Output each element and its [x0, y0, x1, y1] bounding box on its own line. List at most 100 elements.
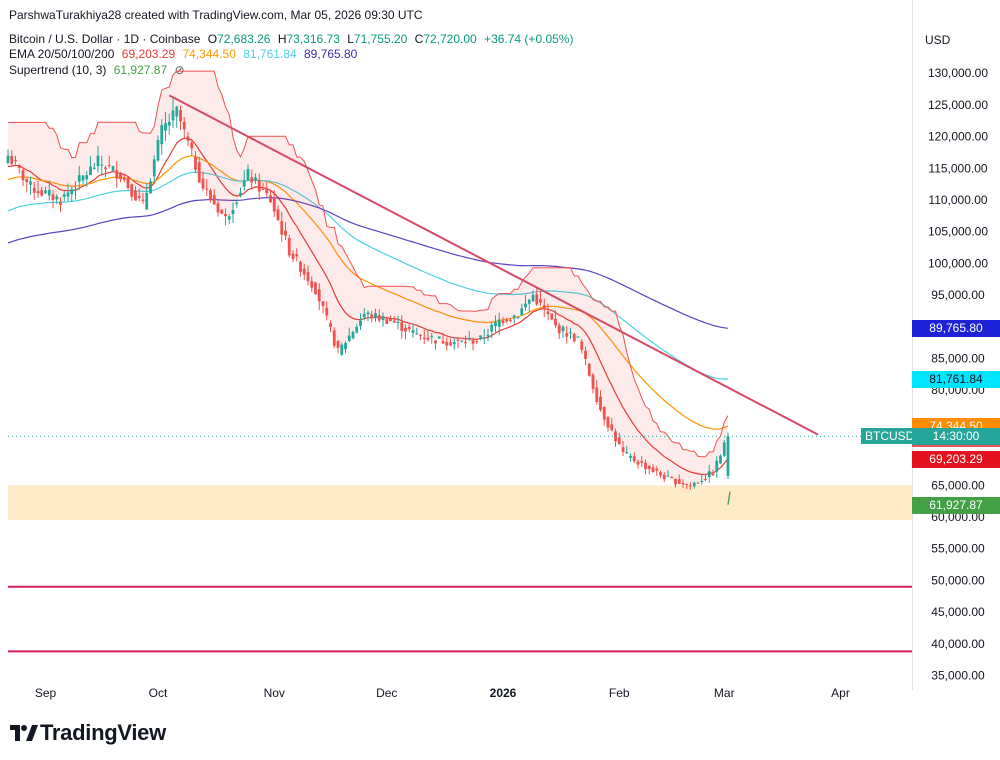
supertrend-line	[8, 70, 729, 458]
candle	[419, 334, 422, 336]
candle	[254, 177, 257, 181]
candle	[587, 363, 591, 376]
candle	[685, 484, 689, 486]
candle	[272, 197, 276, 212]
candle	[366, 312, 370, 315]
y-tick-label: 130,000.00	[928, 66, 988, 80]
attribution-text: ParshwaTurakhiya28 created with TradingV…	[9, 8, 423, 22]
candle	[291, 253, 295, 260]
candle	[467, 338, 471, 340]
candle	[55, 196, 59, 200]
candle	[381, 316, 385, 321]
candle	[666, 475, 670, 477]
y-tick-label: 100,000.00	[928, 256, 988, 270]
candle	[599, 396, 602, 411]
candle	[670, 476, 674, 478]
candle	[505, 320, 509, 322]
supertrend-legend[interactable]: Supertrend (10, 3) 61,927.87 ⊘	[9, 63, 189, 77]
candle	[119, 172, 122, 180]
candle	[696, 482, 700, 484]
candle	[407, 326, 411, 330]
candle	[104, 167, 107, 170]
y-tick-label: 105,000.00	[928, 225, 988, 239]
candle	[332, 330, 336, 346]
candle	[565, 333, 569, 337]
candle	[651, 467, 655, 473]
symbol-legend[interactable]: Bitcoin / U.S. Dollar · 1D · Coinbase O7…	[9, 32, 577, 46]
candle	[250, 177, 254, 183]
candle	[10, 156, 14, 165]
candle	[689, 485, 692, 487]
last-price-symbol-tag: BTCUSD	[861, 428, 919, 445]
candle	[482, 337, 486, 339]
candle	[550, 313, 554, 320]
price-chart[interactable]: 130,000.00 125,000.00 120,000.00 115,000.00…	[0, 0, 1000, 700]
ema-label[interactable]: EMA 20/50/100/200	[9, 47, 115, 61]
candle	[280, 221, 284, 235]
candle	[486, 334, 490, 337]
candle	[659, 472, 662, 476]
candle	[242, 180, 246, 187]
candle	[14, 160, 17, 162]
candle	[647, 465, 651, 470]
candle	[591, 374, 595, 389]
candle	[494, 321, 497, 327]
candle	[426, 337, 430, 340]
candle	[25, 179, 29, 183]
candle	[115, 170, 119, 179]
hidden-eye-icon[interactable]: ⊘	[174, 63, 185, 77]
supertrend-label[interactable]: Supertrend (10, 3)	[9, 63, 107, 77]
candle	[89, 166, 92, 176]
candle	[340, 344, 344, 355]
candle	[47, 190, 51, 196]
ema50-value: 74,344.50	[182, 47, 236, 61]
candle	[231, 209, 235, 215]
ema-legend[interactable]: EMA 20/50/100/200 69,203.29 74,344.50 81…	[9, 47, 361, 61]
candle	[167, 121, 171, 126]
candle	[359, 320, 362, 327]
candle	[141, 199, 145, 202]
ema100-value: 81,761.84	[243, 47, 297, 61]
candle	[17, 165, 21, 168]
candle	[329, 323, 332, 327]
x-tick-label: Feb	[609, 686, 630, 700]
candle	[302, 268, 306, 275]
attribution: ParshwaTurakhiya28 created with TradingV…	[9, 8, 427, 22]
candle	[629, 455, 632, 458]
candle	[201, 178, 205, 189]
candle	[44, 190, 47, 194]
candle	[636, 461, 640, 465]
candle	[355, 326, 359, 333]
candle	[449, 342, 452, 346]
candle	[209, 190, 212, 200]
candle	[385, 319, 389, 324]
tradingview-logo[interactable]: TradingView	[10, 720, 166, 746]
y-tick-label: 120,000.00	[928, 130, 988, 144]
candle	[287, 238, 291, 256]
support-zone	[8, 485, 912, 521]
candle	[77, 175, 81, 182]
symbol-title[interactable]: Bitcoin / U.S. Dollar · 1D · Coinbase	[9, 32, 201, 46]
candle	[561, 326, 565, 332]
candle	[227, 216, 231, 220]
candle	[96, 155, 100, 167]
candle	[314, 282, 317, 295]
candle	[441, 341, 445, 344]
candle	[389, 318, 392, 321]
candle	[160, 124, 164, 145]
candle	[655, 468, 659, 471]
candle	[595, 387, 599, 402]
candle	[404, 327, 407, 332]
ema20-value: 69,203.29	[121, 47, 176, 61]
candle	[107, 165, 111, 167]
candle	[306, 271, 310, 281]
candle	[576, 336, 580, 338]
candle	[606, 416, 610, 428]
candle	[396, 321, 400, 323]
candle	[692, 482, 696, 487]
candle	[704, 479, 707, 481]
currency-label[interactable]: USD	[925, 33, 951, 47]
candle	[546, 311, 550, 314]
candle	[246, 168, 250, 180]
candle	[602, 406, 606, 420]
